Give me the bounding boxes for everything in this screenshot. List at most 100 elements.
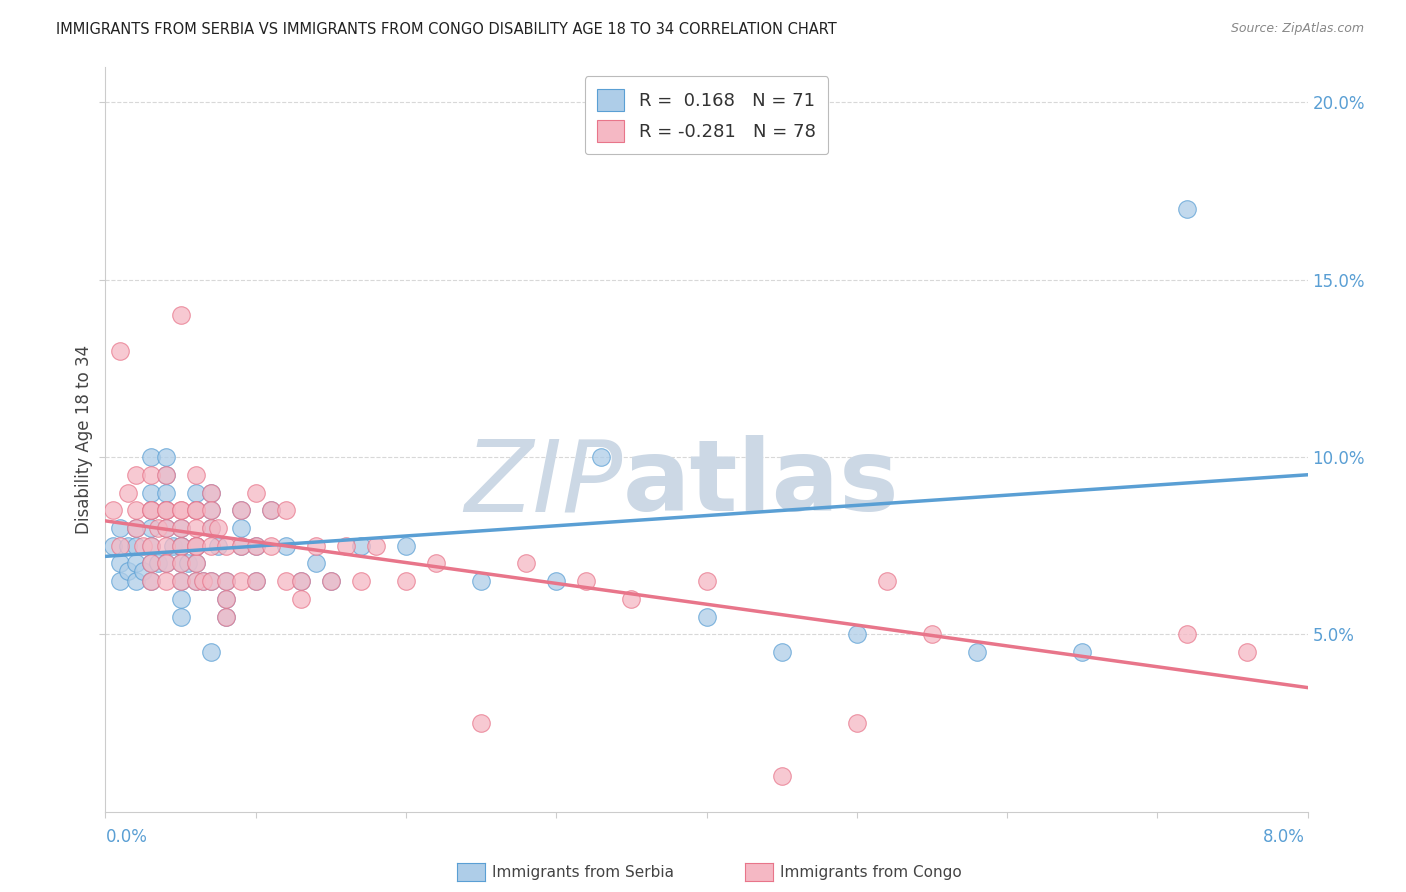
Point <box>169 503 191 517</box>
Point <box>184 539 207 553</box>
Point <box>155 503 177 517</box>
Legend: R =  0.168   N = 71, R = -0.281   N = 78: R = 0.168 N = 71, R = -0.281 N = 78 <box>585 76 828 154</box>
Point <box>124 574 146 589</box>
Point <box>124 521 146 535</box>
Point <box>184 539 207 553</box>
Point <box>470 716 492 731</box>
Point <box>110 574 132 589</box>
Point <box>139 485 162 500</box>
Point <box>139 467 162 482</box>
Point <box>184 574 207 589</box>
Point <box>696 574 718 589</box>
Point <box>139 574 162 589</box>
Point <box>169 539 191 553</box>
Point <box>169 539 191 553</box>
Point <box>117 539 139 553</box>
Point <box>110 521 132 535</box>
Point <box>184 503 207 517</box>
Point <box>229 503 252 517</box>
Point <box>214 591 236 606</box>
Point <box>364 539 387 553</box>
Point <box>110 343 132 358</box>
Point <box>305 539 328 553</box>
Point <box>1175 627 1198 641</box>
Point <box>425 557 447 571</box>
Point <box>207 521 229 535</box>
Point <box>184 557 207 571</box>
Point <box>184 467 207 482</box>
Point <box>191 574 214 589</box>
Point <box>155 503 177 517</box>
Point <box>124 539 146 553</box>
Point <box>155 450 177 464</box>
Point <box>575 574 598 589</box>
Point <box>214 591 236 606</box>
Point <box>260 503 283 517</box>
Point <box>245 485 267 500</box>
Point <box>139 450 162 464</box>
Point <box>395 574 418 589</box>
Point <box>146 557 169 571</box>
Point <box>139 539 162 553</box>
Point <box>591 450 613 464</box>
Point <box>200 521 222 535</box>
Point <box>184 503 207 517</box>
Point <box>184 539 207 553</box>
Point <box>200 574 222 589</box>
Point <box>229 574 252 589</box>
Point <box>290 574 312 589</box>
Point <box>110 557 132 571</box>
Point <box>169 609 191 624</box>
Point <box>184 521 207 535</box>
Point <box>101 503 124 517</box>
Point <box>124 467 146 482</box>
Point <box>207 539 229 553</box>
Point <box>245 574 267 589</box>
Point <box>132 564 155 578</box>
Point <box>200 521 222 535</box>
Text: Immigrants from Congo: Immigrants from Congo <box>780 865 962 880</box>
Point <box>229 539 252 553</box>
Point <box>184 503 207 517</box>
Point <box>117 485 139 500</box>
Y-axis label: Disability Age 18 to 34: Disability Age 18 to 34 <box>75 344 93 534</box>
Point <box>169 503 191 517</box>
Point <box>274 539 297 553</box>
Point <box>139 503 162 517</box>
Point <box>319 574 342 589</box>
Point <box>845 627 868 641</box>
Point <box>184 539 207 553</box>
Point <box>966 645 988 659</box>
Point <box>155 557 177 571</box>
Point <box>101 539 124 553</box>
Point <box>229 521 252 535</box>
Point <box>770 645 793 659</box>
Point <box>245 539 267 553</box>
Point <box>155 467 177 482</box>
Point <box>139 557 162 571</box>
Point <box>245 539 267 553</box>
Point <box>290 591 312 606</box>
Point <box>155 521 177 535</box>
Point <box>117 564 139 578</box>
Point <box>169 574 191 589</box>
Point <box>200 539 222 553</box>
Point <box>169 591 191 606</box>
Point <box>845 716 868 731</box>
Text: IMMIGRANTS FROM SERBIA VS IMMIGRANTS FROM CONGO DISABILITY AGE 18 TO 34 CORRELAT: IMMIGRANTS FROM SERBIA VS IMMIGRANTS FRO… <box>56 22 837 37</box>
Point <box>1236 645 1258 659</box>
Point <box>169 539 191 553</box>
Point <box>470 574 492 589</box>
Point <box>162 539 184 553</box>
Point <box>155 539 177 553</box>
Point <box>169 521 191 535</box>
Point <box>191 574 214 589</box>
Point <box>214 609 236 624</box>
Text: 8.0%: 8.0% <box>1263 828 1305 846</box>
Point <box>350 539 373 553</box>
Point <box>1071 645 1094 659</box>
Point <box>155 574 177 589</box>
Point <box>696 609 718 624</box>
Point <box>139 539 162 553</box>
Point <box>169 308 191 322</box>
